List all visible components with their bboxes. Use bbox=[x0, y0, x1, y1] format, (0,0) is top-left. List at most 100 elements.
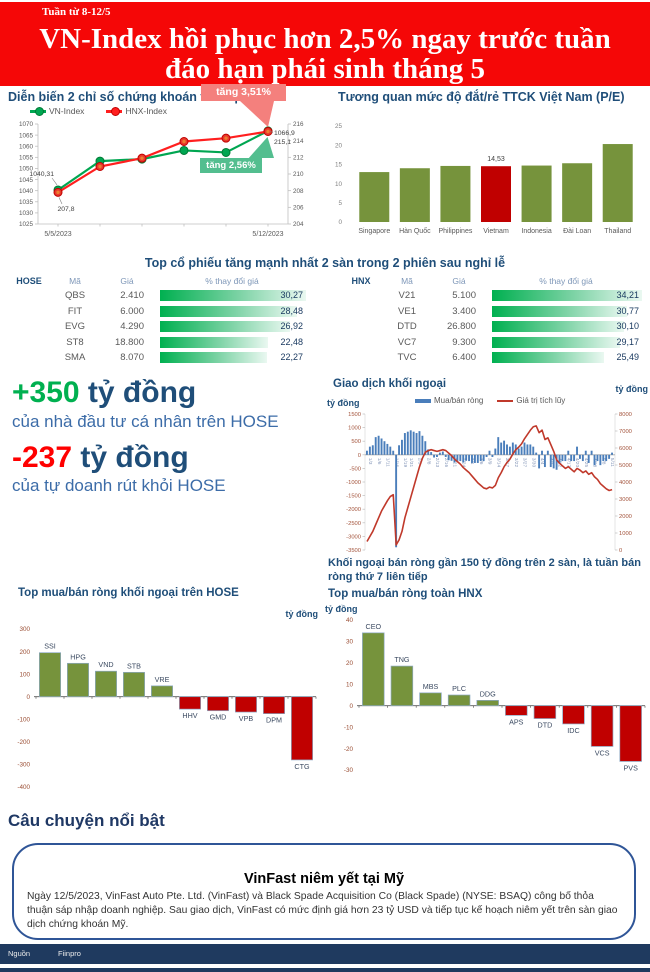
table-header: HNX Mã Giá% thay đổi giá bbox=[351, 276, 593, 286]
foreign-flow-unit-left: tỷ đồng bbox=[327, 398, 360, 408]
personal-flow-value: +350 tỷ đồng bbox=[12, 376, 197, 409]
svg-text:-1000: -1000 bbox=[346, 480, 361, 486]
story-title: VinFast niêm yết tại Mỹ bbox=[243, 871, 405, 887]
svg-text:DTD: DTD bbox=[538, 721, 553, 730]
svg-text:-200: -200 bbox=[17, 739, 30, 746]
svg-text:DPM: DPM bbox=[266, 716, 282, 725]
svg-text:14,53: 14,53 bbox=[487, 156, 505, 163]
svg-text:VND: VND bbox=[98, 660, 113, 669]
weekly-indices-chart: Diễn biến 2 chỉ số chứng khoán tuần qua … bbox=[2, 90, 324, 252]
svg-text:CTG: CTG bbox=[294, 762, 310, 771]
svg-text:Singapore: Singapore bbox=[358, 228, 390, 235]
svg-text:DDG: DDG bbox=[480, 689, 496, 698]
svg-text:1/19: 1/19 bbox=[402, 458, 408, 468]
svg-text:208: 208 bbox=[293, 188, 304, 195]
svg-text:GMD: GMD bbox=[210, 713, 227, 722]
svg-text:200: 200 bbox=[19, 649, 30, 656]
proprietary-flow-desc: của tự doanh rút khỏi HOSE bbox=[12, 476, 226, 495]
svg-text:7000: 7000 bbox=[619, 429, 632, 435]
svg-text:5/12/2023: 5/12/2023 bbox=[252, 231, 283, 238]
svg-text:4/17: 4/17 bbox=[565, 458, 571, 468]
hose-top-unit: tỷ đồng bbox=[285, 609, 319, 619]
svg-text:5: 5 bbox=[338, 200, 342, 207]
svg-text:VRE: VRE bbox=[155, 675, 170, 684]
svg-text:1500: 1500 bbox=[348, 412, 361, 418]
svg-text:-30: -30 bbox=[344, 767, 354, 774]
svg-text:-20: -20 bbox=[344, 746, 354, 753]
source-value: Fiinpro bbox=[58, 949, 81, 958]
svg-text:212: 212 bbox=[293, 155, 304, 162]
svg-text:25: 25 bbox=[335, 123, 343, 130]
table-row: V21 5.100 34,21 bbox=[338, 288, 644, 304]
svg-text:-2000: -2000 bbox=[346, 507, 361, 513]
table-row: VC7 9.300 29,17 bbox=[397, 336, 639, 348]
svg-text:1/11: 1/11 bbox=[385, 458, 391, 467]
svg-text:-100: -100 bbox=[17, 716, 30, 723]
net-buy-swatch bbox=[415, 398, 431, 403]
svg-text:20: 20 bbox=[335, 142, 343, 149]
svg-text:4/20: 4/20 bbox=[574, 458, 580, 468]
footer-strip bbox=[0, 968, 650, 972]
svg-text:0: 0 bbox=[338, 219, 342, 226]
svg-text:IDC: IDC bbox=[567, 726, 579, 735]
svg-text:Hàn Quốc: Hàn Quốc bbox=[399, 226, 431, 235]
svg-text:5000: 5000 bbox=[619, 463, 632, 469]
vn-gain-callout: tăng 2,56% bbox=[200, 158, 262, 173]
foreign-flow-legend: Mua/bán ròng Giá trị tích lũy bbox=[415, 396, 565, 405]
svg-text:4000: 4000 bbox=[619, 480, 632, 486]
hose-top-title: Top mua/bán ròng khối ngoại trên HOSE bbox=[18, 587, 239, 599]
story-heading: Câu chuyện nổi bật bbox=[8, 811, 165, 830]
svg-text:-400: -400 bbox=[17, 784, 30, 791]
svg-text:1060: 1060 bbox=[19, 143, 34, 150]
svg-text:0: 0 bbox=[619, 548, 622, 554]
page-title-line2: đáo hạn phái sinh tháng 5 bbox=[165, 53, 485, 86]
pe-chart-plot: 0 5 10 15 20 25 Singapore Hàn Quốc Philippines 14… bbox=[335, 123, 633, 235]
top-gainers-title: Top cổ phiếu tăng mạnh nhất 2 sàn trong … bbox=[144, 256, 506, 270]
svg-text:PLC: PLC bbox=[452, 684, 466, 693]
foreign-flow-unit-right: tỷ đồng bbox=[615, 384, 649, 394]
svg-text:0: 0 bbox=[26, 694, 30, 701]
svg-text:6000: 6000 bbox=[619, 446, 632, 452]
foreign-flow-title: Giao dịch khối ngoại bbox=[333, 378, 447, 390]
svg-text:Đài Loan: Đài Loan bbox=[563, 228, 591, 235]
svg-text:20: 20 bbox=[346, 660, 354, 667]
svg-text:1040,31: 1040,31 bbox=[29, 171, 54, 178]
svg-text:-500: -500 bbox=[349, 466, 361, 472]
svg-text:Thailand: Thailand bbox=[604, 228, 631, 235]
svg-text:1030: 1030 bbox=[19, 210, 34, 217]
hose-top-plot: 300 200 100 0 -100 -200 -300 -400 SSI HPG VND STB VR… bbox=[17, 626, 317, 791]
story-body: Ngày 12/5/2023, VinFast Auto Pte. Ltd. (… bbox=[27, 891, 618, 931]
proprietary-flow-value: -237 tỷ đồng bbox=[12, 440, 189, 474]
svg-text:2000: 2000 bbox=[619, 514, 632, 520]
hnx-gain-callout: tăng 3,51% bbox=[201, 84, 286, 101]
cumulative-swatch bbox=[497, 399, 514, 402]
hnx-index-legend: HNX-Index bbox=[106, 106, 167, 116]
source-label: Nguồn bbox=[8, 949, 31, 958]
svg-text:VCS: VCS bbox=[595, 748, 610, 757]
svg-text:3/6: 3/6 bbox=[478, 458, 484, 465]
svg-text:1/6: 1/6 bbox=[376, 458, 382, 465]
svg-text:215,1: 215,1 bbox=[274, 139, 291, 146]
svg-text:5/5/2023: 5/5/2023 bbox=[44, 231, 71, 238]
svg-text:40: 40 bbox=[346, 617, 354, 624]
table-row: VE1 3.400 30,77 bbox=[398, 305, 639, 317]
svg-text:216: 216 bbox=[293, 121, 304, 128]
svg-text:-2500: -2500 bbox=[346, 521, 361, 527]
pe-chart-title: Tương quan mức độ đắt/rẻ TTCK Việt Nam (… bbox=[338, 90, 625, 104]
svg-text:MBS: MBS bbox=[423, 682, 439, 691]
svg-text:30: 30 bbox=[346, 639, 354, 646]
svg-text:Indonesia: Indonesia bbox=[521, 228, 551, 235]
svg-text:1050: 1050 bbox=[19, 166, 34, 173]
svg-text:2/13: 2/13 bbox=[434, 458, 440, 468]
weekly-indices-plot: 1025 1030 1035 1040 1045 1050 1055 1060 1065 1070… bbox=[19, 121, 304, 238]
story-box: VinFast niêm yết tại Mỹ Ngày 12/5/2023, … bbox=[12, 843, 636, 940]
svg-text:210: 210 bbox=[293, 171, 304, 178]
svg-text:Philippines: Philippines bbox=[438, 228, 472, 235]
hnx-gainers-table: HNX Mã Giá% thay đổi giá V21 5.100 34,21 VE1 3.… bbox=[338, 274, 644, 366]
weekly-chart-title: Diễn biến 2 chỉ số chứng khoán tuần qua bbox=[8, 90, 253, 104]
pe-chart: Tương quan mức độ đắt/rẻ TTCK Việt Nam (… bbox=[328, 90, 648, 252]
svg-text:-300: -300 bbox=[17, 762, 30, 769]
svg-text:8000: 8000 bbox=[619, 412, 632, 418]
svg-text:10: 10 bbox=[335, 181, 343, 188]
table-row: DTD 26.800 30,10 bbox=[397, 321, 639, 333]
